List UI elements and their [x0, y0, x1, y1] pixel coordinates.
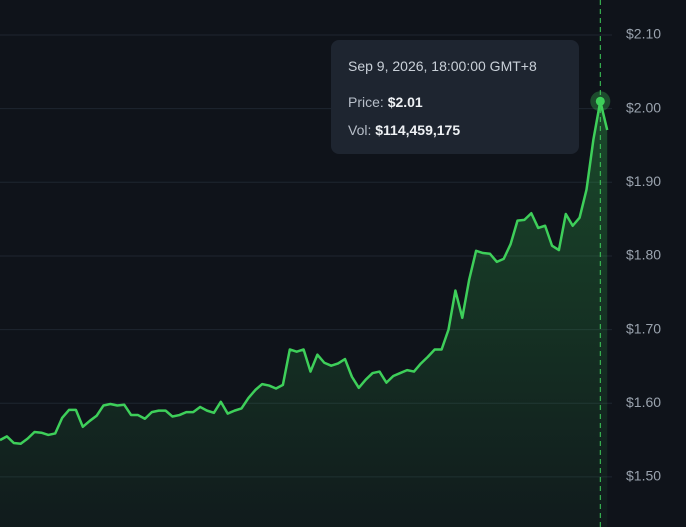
y-tick-label: $2.00 [626, 99, 661, 115]
price-value: $2.01 [387, 94, 423, 110]
y-tick-label: $1.90 [626, 173, 661, 189]
y-tick-label: $1.50 [626, 468, 661, 484]
tooltip: Sep 9, 2026, 18:00:00 GMT+8 Price: $2.01… [331, 40, 579, 154]
tooltip-vol: Vol: $114,459,175 [348, 122, 562, 138]
y-tick-label: $1.70 [626, 320, 661, 336]
price-label: Price: [348, 94, 384, 110]
y-tick-label: $1.60 [626, 394, 661, 410]
area [0, 101, 608, 527]
y-tick-label: $2.10 [626, 26, 661, 42]
hover-point [595, 96, 605, 106]
vol-label: Vol: [348, 122, 372, 138]
line [0, 100, 609, 446]
y-tick-label: $1.80 [626, 247, 661, 263]
tooltip-price: Price: $2.01 [348, 94, 562, 110]
tooltip-date: Sep 9, 2026, 18:00:00 GMT+8 [348, 58, 537, 74]
vol-value: $114,459,175 [375, 122, 461, 138]
